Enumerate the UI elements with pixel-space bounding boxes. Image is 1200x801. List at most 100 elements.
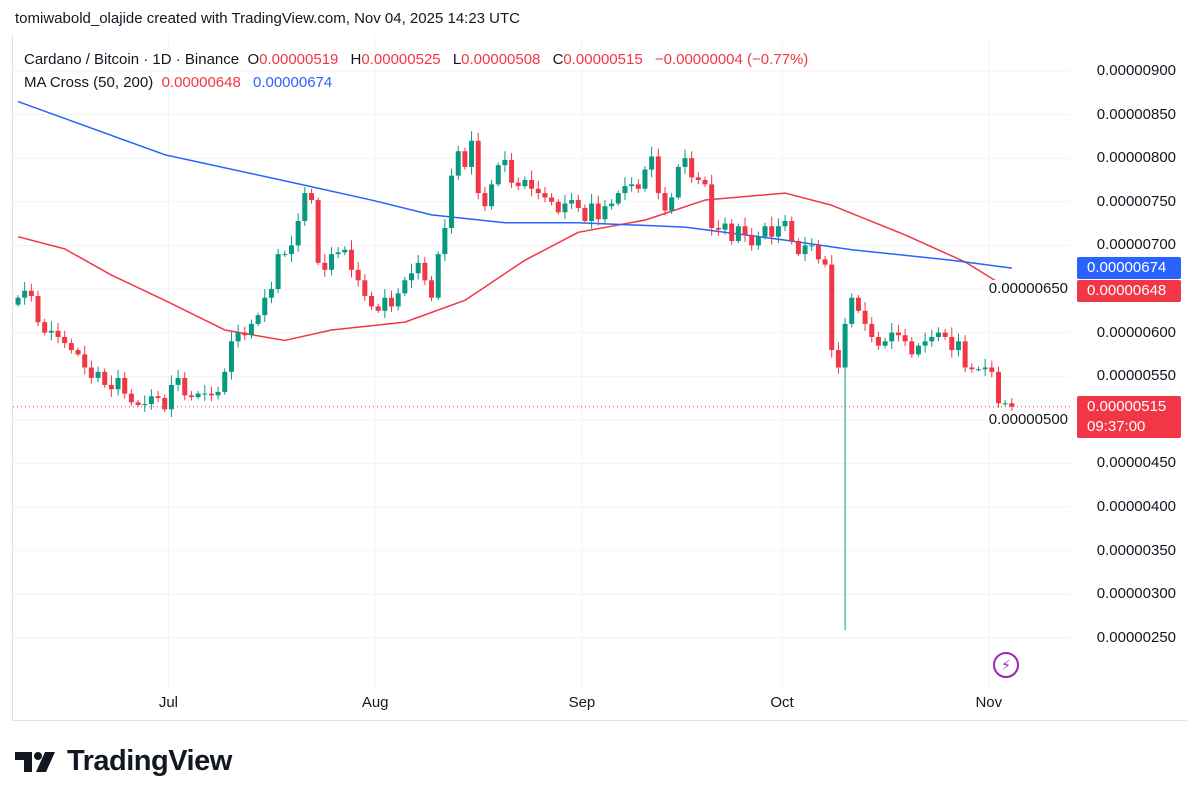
candle-down: [869, 323, 875, 337]
price-tick-label: 0.00000850: [1096, 105, 1176, 123]
price-tick-label: 0.00000350: [1096, 541, 1176, 559]
candle-up: [442, 227, 448, 255]
candle-down: [742, 226, 748, 235]
candle-down: [308, 193, 314, 201]
candle-up: [649, 156, 655, 170]
candle-down: [128, 393, 134, 403]
last-price-tag: 0.00000515 09:37:00: [1077, 396, 1181, 438]
lightning-icon[interactable]: ⚡︎: [993, 652, 1019, 678]
candle-down: [155, 396, 161, 398]
candle-down: [949, 336, 955, 351]
candle-down: [942, 332, 948, 337]
candle-up: [342, 249, 348, 253]
candle-up: [495, 165, 501, 185]
candle-down: [662, 193, 668, 211]
candle-down: [689, 158, 695, 178]
ma200-value: 0.00000674: [252, 74, 333, 91]
candle-down: [995, 371, 1001, 404]
candle-up: [609, 203, 615, 207]
candle-up: [202, 393, 208, 395]
candle-down: [875, 336, 881, 346]
candle-up: [195, 393, 201, 398]
candle-up: [889, 332, 895, 342]
indicator-title[interactable]: MA Cross (50, 200): [24, 74, 154, 91]
candle-down: [695, 177, 701, 180]
legend-ohlc-row: Cardano / Bitcoin · 1D · Binance O0.0000…: [24, 48, 816, 71]
candle-up: [1002, 403, 1008, 405]
candle-up: [48, 330, 54, 333]
candle-down: [208, 393, 214, 396]
candle-down: [108, 384, 114, 390]
candle-up: [409, 273, 415, 281]
candle-up: [328, 254, 334, 270]
candle-down: [68, 343, 74, 351]
price-tick-label: 0.00000400: [1096, 498, 1176, 515]
time-tick-label: Jul: [158, 694, 178, 711]
candle-up: [762, 226, 768, 237]
candle-down: [475, 140, 481, 194]
candle-up: [775, 226, 781, 237]
candle-up: [935, 332, 941, 337]
candle-up: [562, 203, 568, 213]
candle-down: [188, 395, 194, 398]
candle-up: [395, 293, 401, 307]
candle-up: [722, 223, 728, 230]
candle-up: [629, 184, 635, 187]
candle-up: [929, 336, 935, 342]
candle-down: [575, 200, 581, 208]
symbol-title[interactable]: Cardano / Bitcoin · 1D · Binance: [24, 51, 240, 68]
brand-name: TradingView: [67, 745, 232, 777]
candle-down: [55, 330, 61, 337]
candle-up: [982, 367, 988, 370]
candle-down: [102, 371, 108, 385]
candle-down: [135, 402, 141, 405]
candle-down: [162, 398, 168, 410]
candle-up: [15, 297, 21, 305]
candle-up: [255, 315, 261, 324]
candle-down: [769, 226, 775, 237]
candle-down: [42, 322, 48, 333]
candle-down: [88, 367, 94, 378]
candle-down: [702, 180, 708, 185]
candle-down: [535, 188, 541, 194]
candle-down: [35, 295, 41, 323]
legend-indicator-row: MA Cross (50, 200) 0.00000648 0.00000674: [24, 71, 816, 94]
price-tick-label: 0.00000700: [1096, 236, 1176, 254]
candle-down: [595, 203, 601, 220]
price-tick-label: 0.00000750: [1096, 192, 1176, 210]
candle-up: [842, 323, 848, 368]
candle-down: [862, 310, 868, 324]
candle-down: [122, 377, 128, 394]
candle-down: [182, 377, 188, 396]
candle-down: [749, 234, 755, 246]
candle-up: [849, 297, 855, 324]
candle-up: [215, 391, 221, 396]
candle-up: [955, 341, 961, 351]
ma50-line: [17, 192, 1013, 342]
candle-down: [549, 197, 555, 202]
candle-down: [902, 335, 908, 342]
candle-down: [789, 220, 795, 242]
candle-down: [582, 207, 588, 221]
price-tick-label: 0.00000900: [1096, 62, 1176, 79]
candle-up: [302, 193, 308, 221]
chart-frame[interactable]: [12, 35, 1187, 721]
candle-up: [402, 280, 408, 294]
candle-down: [655, 156, 661, 194]
candle-up: [282, 254, 288, 256]
candle-up: [615, 193, 621, 204]
candle-up: [669, 197, 675, 211]
candle-up: [735, 226, 741, 242]
ma50-price-tag: 0.00000648: [1077, 280, 1181, 302]
time-tick-label: Sep: [568, 694, 596, 711]
candle-down: [855, 297, 861, 311]
candle-down: [815, 245, 821, 260]
change-value: −0.00000004 (−0.77%): [654, 51, 809, 68]
candle-down: [349, 249, 354, 270]
candle-down: [895, 332, 901, 336]
price-tick-label: 0.00000600: [1096, 323, 1176, 341]
time-tick-label: Oct: [770, 694, 794, 711]
candle-up: [148, 396, 154, 405]
candle-down: [355, 269, 361, 281]
